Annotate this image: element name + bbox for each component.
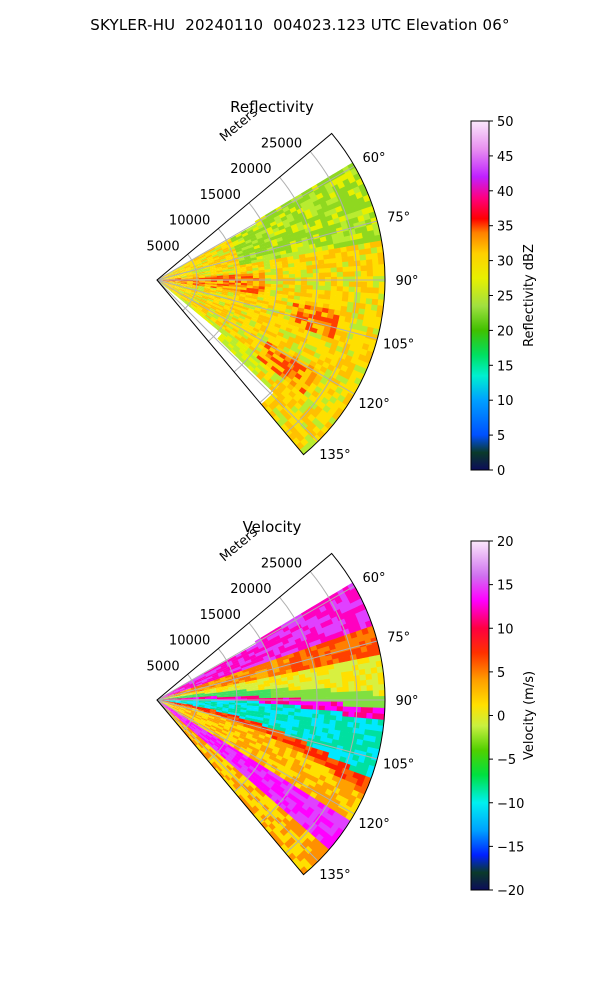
azimuth-spoke — [156, 699, 319, 862]
azimuth-tick-label: 60° — [363, 151, 386, 166]
azimuth-tick-label: 120° — [358, 397, 389, 412]
colorbar-tick-label: 10 — [497, 622, 514, 637]
range-ring — [233, 622, 278, 793]
colorbar-label: Velocity (m/s) — [522, 671, 537, 760]
colorbar-tick-label: 5 — [497, 429, 505, 444]
colorbar-tick-label: 15 — [497, 359, 514, 374]
range-ring — [285, 151, 358, 434]
colorbar-tick-label: −10 — [497, 797, 524, 812]
azimuth-spoke — [156, 699, 355, 815]
azimuth-spoke — [156, 699, 378, 760]
azimuth-tick-label: 120° — [358, 817, 389, 832]
range-ring — [259, 176, 318, 403]
azimuth-tick-label: 60° — [363, 571, 386, 586]
azimuth-spoke — [156, 279, 378, 340]
range-ring — [285, 571, 358, 854]
azimuth-tick-label: 105° — [383, 758, 414, 773]
colorbar-tick-label: −15 — [497, 840, 524, 855]
panel-frame — [156, 552, 386, 876]
radial-tick-label: 5000 — [147, 239, 180, 254]
radial-tick-label: 5000 — [147, 659, 180, 674]
colorbar-scale — [470, 540, 490, 891]
radial-axis-label: Meters — [217, 525, 261, 565]
colorbar-tick-label: 0 — [497, 464, 505, 479]
colorbar-tick-label: 10 — [497, 394, 514, 409]
radial-tick-label: 15000 — [200, 608, 241, 623]
range-ring — [259, 596, 318, 823]
radial-tick-label: 25000 — [261, 556, 302, 571]
colorbar: 20 15 10 5 0 −5 −10 −15 −20 Velocity (m/s) — [470, 535, 537, 899]
radar-panel-reflectivity: Reflectivity500010000150002000025000Mete… — [147, 98, 537, 479]
colorbar-tick-label: −20 — [497, 884, 524, 899]
range-ring — [233, 202, 278, 373]
azimuth-tick-label: 135° — [319, 868, 350, 883]
azimuth-spoke — [156, 220, 378, 281]
range-ring — [208, 648, 238, 762]
page-title: SKYLER-HU 20240110 004023.123 UTC Elevat… — [90, 16, 510, 34]
radial-tick-label: 25000 — [261, 136, 302, 151]
colorbar-scale — [470, 120, 490, 471]
azimuth-spoke — [156, 640, 378, 701]
colorbar-tick-label: −5 — [497, 753, 516, 768]
colorbar-tick-label: 35 — [497, 220, 514, 235]
radar-field — [157, 582, 386, 875]
colorbar-tick-label: 25 — [497, 290, 514, 305]
azimuth-tick-label: 75° — [387, 630, 410, 645]
azimuth-spoke — [156, 279, 319, 442]
panel-title: Velocity — [243, 518, 302, 536]
azimuth-tick-label: 90° — [395, 274, 418, 289]
azimuth-spoke — [156, 585, 355, 701]
colorbar-tick-label: 0 — [497, 710, 505, 725]
colorbar-tick-label: 20 — [497, 535, 514, 550]
radial-tick-label: 10000 — [169, 634, 210, 649]
radial-tick-label: 15000 — [200, 188, 241, 203]
colorbar-tick-label: 30 — [497, 255, 514, 270]
azimuth-tick-label: 90° — [395, 694, 418, 709]
range-ring — [208, 228, 238, 342]
azimuth-tick-label: 135° — [319, 448, 350, 463]
radial-tick-label: 20000 — [230, 582, 271, 597]
azimuth-tick-label: 105° — [383, 338, 414, 353]
colorbar: 0 5 10 15 20 25 30 35 40 45 50 Reflectivity dBZ — [470, 115, 537, 479]
azimuth-tick-label: 75° — [387, 210, 410, 225]
colorbar-tick-label: 50 — [497, 115, 514, 130]
azimuth-spoke — [156, 165, 355, 281]
radial-tick-label: 10000 — [169, 214, 210, 229]
panel-title: Reflectivity — [230, 98, 314, 116]
colorbar-tick-label: 40 — [497, 185, 514, 200]
colorbar-tick-label: 15 — [497, 579, 514, 594]
colorbar-tick-label: 20 — [497, 324, 514, 339]
colorbar-label: Reflectivity dBZ — [522, 244, 537, 347]
radar-field — [157, 162, 386, 455]
colorbar-tick-label: 5 — [497, 666, 505, 681]
panel-frame — [156, 132, 386, 456]
azimuth-spoke — [156, 279, 355, 395]
colorbar-tick-label: 45 — [497, 150, 514, 165]
radial-tick-label: 20000 — [230, 162, 271, 177]
